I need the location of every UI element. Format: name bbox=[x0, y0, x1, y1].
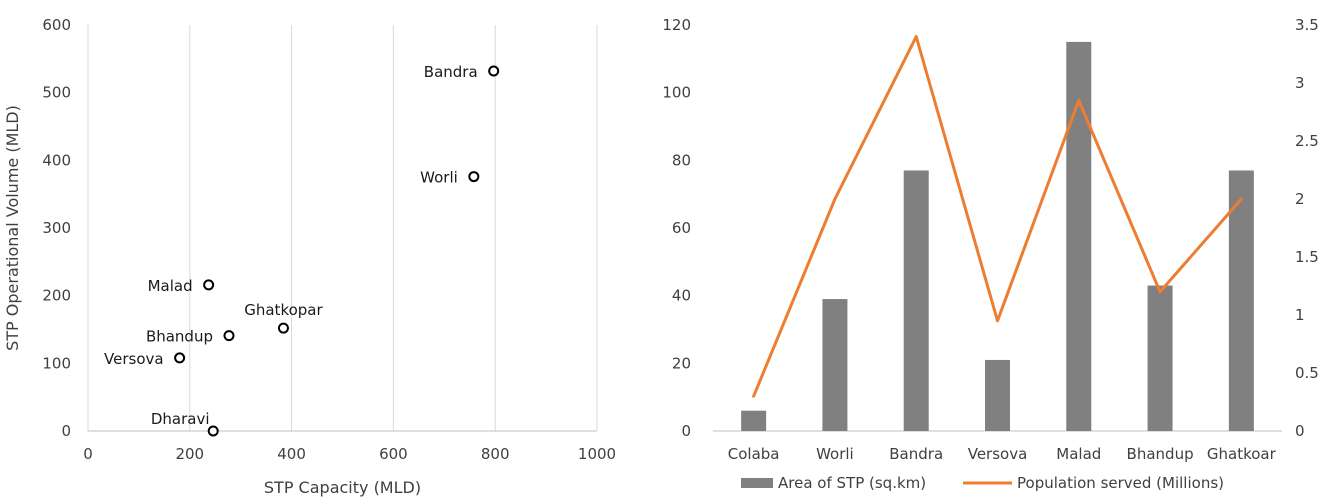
y-tick-label: 100 bbox=[662, 84, 691, 102]
legend-label-line: Population served (Millions) bbox=[1017, 474, 1224, 492]
scatter-point bbox=[203, 279, 215, 291]
x-tick-label: Colaba bbox=[728, 445, 780, 463]
x-tick-label: 0 bbox=[83, 445, 93, 463]
y-tick-label: 40 bbox=[672, 287, 691, 305]
y-tick-label: 300 bbox=[42, 219, 71, 237]
y-tick-label: 500 bbox=[42, 84, 71, 102]
y2-tick-label: 2.5 bbox=[1295, 132, 1319, 150]
bar bbox=[1147, 285, 1173, 431]
y2-tick-label: 3 bbox=[1295, 74, 1305, 92]
point-label: Worli bbox=[420, 169, 458, 187]
scatter-point bbox=[223, 330, 235, 342]
x-tick-label: Worli bbox=[816, 445, 854, 463]
x-tick-label: 1000 bbox=[578, 445, 616, 463]
x-tick-label: Bandra bbox=[889, 445, 943, 463]
scatter-chart: 0 200 400 600 800 1000 0 100 200 300 400 500 600 STP … bbox=[3, 16, 616, 497]
point-label: Dharavi bbox=[151, 410, 210, 428]
y-tick-label: 600 bbox=[42, 16, 71, 34]
point-label: Ghatkopar bbox=[244, 301, 323, 319]
y-tick-label: 0 bbox=[681, 422, 691, 440]
bar bbox=[822, 299, 848, 431]
legend-label-bar: Area of STP (sq.km) bbox=[778, 474, 926, 492]
y2-tick-label: 1 bbox=[1295, 306, 1305, 324]
x-tick-label: Ghatkoar bbox=[1207, 445, 1277, 463]
point-label: Bhandup bbox=[146, 328, 213, 346]
bar bbox=[1228, 170, 1254, 431]
y-tick-label: 200 bbox=[42, 287, 71, 305]
line-series bbox=[752, 35, 1243, 398]
bar bbox=[741, 410, 767, 431]
y-tick-label: 400 bbox=[42, 151, 71, 169]
y2-tick-label: 0 bbox=[1295, 422, 1305, 440]
point-label: Bandra bbox=[424, 63, 478, 81]
bar bbox=[985, 359, 1010, 431]
y2-tick-label: 2 bbox=[1295, 190, 1305, 208]
x-tick-label: 400 bbox=[277, 445, 306, 463]
scatter-point bbox=[277, 322, 289, 334]
bar bbox=[903, 170, 929, 431]
scatter-point bbox=[468, 171, 480, 183]
point-label: Malad bbox=[148, 277, 193, 295]
y-tick-label: 80 bbox=[672, 151, 691, 169]
y2-tick-label: 3.5 bbox=[1295, 16, 1319, 34]
y2-tick-label: 0.5 bbox=[1295, 364, 1319, 382]
x-tick-label: Versova bbox=[968, 445, 1028, 463]
y-tick-label: 20 bbox=[672, 354, 691, 372]
x-tick-label: 800 bbox=[481, 445, 510, 463]
y-tick-label: 0 bbox=[61, 422, 71, 440]
x-tick-label: Malad bbox=[1056, 445, 1101, 463]
scatter-point bbox=[488, 65, 500, 77]
y-tick-label: 120 bbox=[662, 16, 691, 34]
x-tick-label: 200 bbox=[175, 445, 204, 463]
point-label: Versova bbox=[104, 350, 164, 368]
x-tick-label: Bhandup bbox=[1127, 445, 1194, 463]
y-tick-label: 100 bbox=[42, 354, 71, 372]
legend-swatch-bar bbox=[741, 478, 773, 488]
x-tick-label: 600 bbox=[379, 445, 408, 463]
scatter-point bbox=[174, 352, 186, 364]
scatter-point bbox=[207, 425, 219, 437]
y-axis-title: STP Operational Volume (MLD) bbox=[3, 105, 22, 351]
x-axis-title: STP Capacity (MLD) bbox=[264, 478, 421, 497]
bar bbox=[1066, 41, 1092, 432]
y2-tick-label: 1.5 bbox=[1295, 248, 1319, 266]
y-tick-label: 60 bbox=[672, 219, 691, 237]
